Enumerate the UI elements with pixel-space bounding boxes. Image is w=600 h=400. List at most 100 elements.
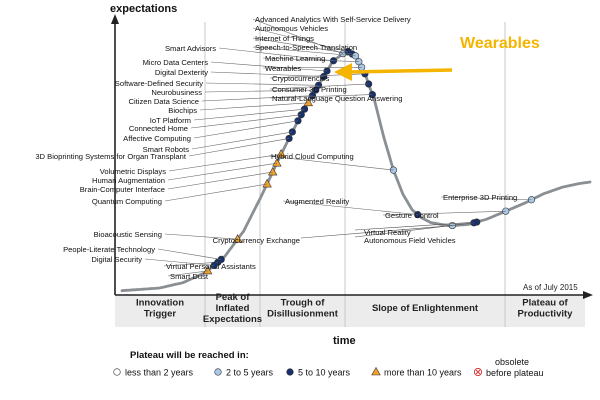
technology-label: Connected Home bbox=[129, 124, 188, 133]
label-leader-line bbox=[252, 27, 349, 52]
label-leader-line bbox=[164, 183, 268, 202]
technology-label: Augmented Reality bbox=[285, 197, 349, 206]
phase-label: Expectations bbox=[203, 314, 262, 325]
technology-label: Biochips bbox=[168, 106, 197, 115]
label-leader-line bbox=[157, 248, 222, 260]
label-leader-line bbox=[167, 171, 273, 190]
label-leader-line bbox=[382, 210, 506, 216]
label-leader-line bbox=[218, 47, 334, 62]
phase-label: Slope of Enlightenment bbox=[372, 303, 479, 314]
technology-label: Smart Robots bbox=[143, 145, 190, 154]
technology-label: Speech-to-Speech Translation bbox=[255, 43, 357, 52]
phase-label: Trough of bbox=[281, 298, 326, 309]
technology-label: Wearables bbox=[265, 64, 301, 73]
technology-label: Hybrid Cloud Computing bbox=[271, 152, 354, 161]
phase-label: Disillusionment bbox=[267, 309, 339, 320]
label-leader-line bbox=[282, 200, 418, 215]
label-leader-line bbox=[300, 225, 453, 239]
highlight-label: Wearables bbox=[460, 35, 540, 52]
technology-marker bbox=[267, 166, 278, 176]
legend-group: Plateau will be reached in: less than 2 y… bbox=[113, 350, 544, 378]
label-leader-line bbox=[252, 46, 356, 57]
technology-label: Smart Dust bbox=[170, 272, 209, 281]
technology-marker bbox=[217, 255, 225, 264]
technology-label: Consumer 3D Printing bbox=[272, 85, 347, 94]
technology-label: Volumetric Displays bbox=[100, 167, 166, 176]
technology-label: Citizen Data Science bbox=[129, 97, 200, 106]
technology-label: Cryptocurrency Exchange bbox=[213, 236, 300, 245]
technology-label: Gesture Control bbox=[385, 211, 439, 220]
label-leader-line bbox=[210, 61, 328, 72]
label-leader-line bbox=[269, 94, 373, 99]
technology-label: Smart Advisors bbox=[165, 44, 216, 53]
technology-label: Software-Defined Security bbox=[115, 79, 203, 88]
legend-label: obsolete bbox=[495, 357, 529, 367]
legend-label: 5 to 10 years bbox=[298, 368, 351, 378]
legend-marker bbox=[473, 367, 483, 377]
legend-marker bbox=[113, 368, 121, 376]
label-leader-line bbox=[354, 222, 474, 238]
technology-label: Autonomous Field Vehicles bbox=[364, 236, 456, 245]
technology-label: Digital Dexterity bbox=[155, 68, 208, 77]
technology-label: Enterprise 3D Printing bbox=[443, 193, 517, 202]
legend-title: Plateau will be reached in: bbox=[130, 350, 249, 361]
technology-label: Machine Learning bbox=[265, 54, 325, 63]
label-leader-line bbox=[201, 95, 313, 102]
label-leader-line bbox=[163, 261, 218, 267]
technology-label: Quantum Computing bbox=[92, 197, 162, 206]
technology-label: People-Literate Technology bbox=[63, 245, 155, 254]
label-leader-line bbox=[144, 258, 215, 266]
phase-label: Peak of bbox=[216, 292, 251, 303]
phase-label: Trigger bbox=[144, 309, 177, 320]
x-axis-title: time bbox=[333, 335, 356, 347]
technology-label: Affective Computing bbox=[123, 134, 191, 143]
technology-label: Digital Security bbox=[91, 255, 142, 264]
technology-marker bbox=[202, 265, 213, 275]
phase-label: Plateau of bbox=[522, 298, 568, 309]
technology-marker bbox=[262, 178, 272, 188]
label-leader-line bbox=[440, 196, 532, 201]
y-axis-arrow bbox=[111, 14, 119, 24]
technology-label: Micro Data Centers bbox=[143, 58, 209, 67]
technology-label: Natural-Language Question Answering bbox=[272, 94, 402, 103]
x-axis-arrow bbox=[583, 291, 593, 299]
label-leader-line bbox=[252, 18, 344, 54]
technology-label: Brain-Computer Interface bbox=[80, 185, 165, 194]
label-leader-line bbox=[205, 82, 319, 86]
highlight-arrow-shaft bbox=[349, 68, 453, 74]
label-leader-line bbox=[354, 221, 477, 231]
technology-marker bbox=[232, 234, 243, 243]
label-leader-line bbox=[252, 37, 353, 55]
technology-label: 3D Bioprinting Systems for Organ Transpl… bbox=[35, 152, 187, 161]
phase-label: Inflated bbox=[216, 303, 250, 314]
legend-label: 2 to 5 years bbox=[226, 368, 274, 378]
technology-label: Virtual Reality bbox=[364, 228, 411, 237]
label-leader-line bbox=[268, 155, 394, 171]
label-leader-line bbox=[168, 153, 282, 172]
legend-marker bbox=[214, 368, 222, 376]
technology-label: Human Augmentation bbox=[92, 176, 165, 185]
technology-label: IoT Platform bbox=[150, 116, 191, 125]
axes-group: expectations time As of July 2015 bbox=[110, 3, 593, 347]
label-leader-line bbox=[164, 233, 238, 240]
phase-band-background bbox=[115, 295, 585, 327]
phase-label: Productivity bbox=[518, 309, 574, 320]
y-axis-title: expectations bbox=[110, 3, 177, 15]
technology-label: Advanced Analytics With Self-Service Del… bbox=[255, 15, 411, 24]
legend-label: less than 2 years bbox=[125, 368, 194, 378]
technology-label: Neurobusiness bbox=[151, 88, 202, 97]
label-leader-line bbox=[210, 71, 324, 77]
technology-marker bbox=[303, 97, 313, 107]
label-leader-line bbox=[167, 162, 277, 181]
legend-label: before plateau bbox=[486, 368, 544, 378]
phase-label: Innovation bbox=[136, 298, 184, 309]
label-leader-line bbox=[188, 138, 290, 157]
label-leader-line bbox=[193, 120, 299, 139]
legend-label: more than 10 years bbox=[384, 368, 462, 378]
highlight-group: Wearables bbox=[334, 35, 540, 81]
technology-label: Cryptocurrencies bbox=[272, 74, 330, 83]
technology-label: Bioacoustic Sensing bbox=[94, 230, 162, 239]
